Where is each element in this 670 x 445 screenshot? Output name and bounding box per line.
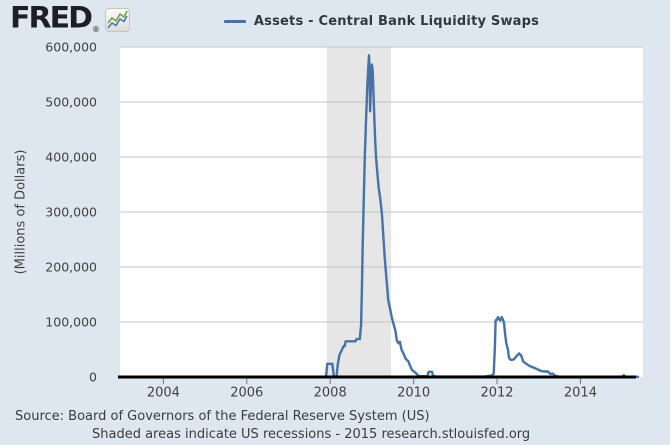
- source-text: Source: Board of Governors of the Federa…: [15, 409, 430, 424]
- x-tick-label: 2004: [147, 386, 180, 401]
- y-tick-label: 500,000: [45, 95, 97, 110]
- x-tick-label: 2008: [314, 386, 347, 401]
- y-tick-label: 300,000: [45, 205, 97, 220]
- x-tick-label: 2014: [564, 386, 597, 401]
- recession-note-text: Shaded areas indicate US recessions - 20…: [92, 427, 531, 442]
- y-tick-label: 200,000: [45, 260, 97, 275]
- x-tick-label: 2006: [230, 386, 263, 401]
- x-tick-label: 2012: [480, 386, 513, 401]
- legend: Assets - Central Bank Liquidity Swaps: [120, 12, 643, 30]
- y-tick-label: 600,000: [45, 40, 97, 55]
- legend-line-swatch: [223, 19, 246, 23]
- fred-logo: FRED ®: [10, 1, 130, 36]
- y-tick-label: 0: [89, 370, 97, 385]
- series-line: [118, 54, 640, 379]
- y-tick-label: 100,000: [45, 315, 97, 330]
- fred-logo-text: FRED: [10, 1, 93, 36]
- legend-label: Assets - Central Bank Liquidity Swaps: [253, 13, 540, 29]
- y-tick-label: 400,000: [45, 150, 97, 165]
- fred-logo-chart-icon: [105, 8, 130, 36]
- registered-mark: ®: [92, 25, 100, 34]
- x-tick-label: 2010: [397, 386, 430, 401]
